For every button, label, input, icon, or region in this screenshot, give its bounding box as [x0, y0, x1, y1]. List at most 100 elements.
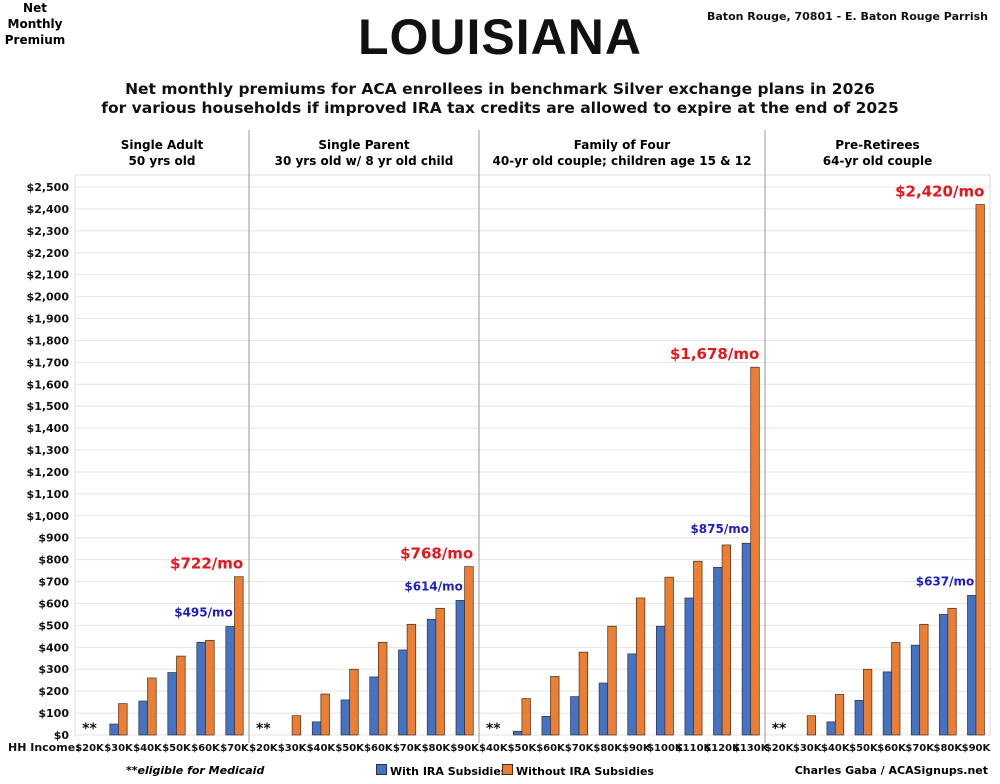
bar-with-subsidies: [854, 700, 864, 736]
x-tick-label: $120K: [704, 743, 741, 754]
panel-title: Single Parent: [318, 138, 410, 152]
y-label-line2: Premium: [4, 33, 66, 47]
y-tick-label: $1,200: [27, 466, 70, 479]
callout-without: $2,420/mo: [895, 183, 984, 201]
x-tick-label: $60K: [536, 743, 566, 754]
y-tick-label: $400: [38, 641, 69, 654]
y-tick-label: $1,600: [27, 378, 70, 391]
bar-with-subsidies: [426, 618, 437, 736]
x-tick-label: $30K: [278, 743, 308, 754]
bar-with-subsidies: [684, 597, 694, 736]
bar-with-subsidies: [225, 626, 235, 736]
y-tick-label: $700: [38, 576, 69, 589]
x-tick-label: $80K: [593, 743, 623, 754]
bar-without-subsidies: [349, 668, 359, 736]
bar-with-subsidies: [713, 566, 723, 736]
x-tick-label: $70K: [905, 743, 935, 754]
panel-header: Single Parent 30 yrs old w/ 8 yr old chil…: [249, 137, 479, 169]
bar-without-subsidies: [521, 698, 531, 736]
bar-with-subsidies: [340, 699, 350, 736]
bar-without-subsidies: [834, 694, 845, 736]
y-tick-label: $1,000: [27, 510, 70, 523]
legend-with: With IRA Subsidies: [376, 764, 507, 778]
bar-without-subsidies: [635, 597, 646, 736]
bar-without-subsidies: [291, 715, 302, 736]
legend-swatch-without: [502, 764, 513, 775]
y-tick-label: $900: [38, 532, 69, 545]
bar-with-subsidies: [741, 542, 752, 736]
callout-with: $495/mo: [174, 605, 233, 619]
x-tick-label: $70K: [565, 743, 595, 754]
callout-with: $875/mo: [690, 522, 749, 536]
x-tick-label: $70K: [393, 743, 423, 754]
x-tick-label: $90K: [962, 743, 992, 754]
legend-label-without: Without IRA Subsidies: [516, 765, 654, 778]
x-tick-label: $80K: [422, 743, 452, 754]
bar-with-subsidies: [939, 614, 949, 736]
panel-subtitle: 50 yrs old: [128, 154, 196, 168]
medicaid-marker: **: [256, 721, 271, 737]
bar-without-subsidies: [147, 677, 157, 736]
bar-without-subsidies: [118, 703, 128, 736]
y-tick-label: $1,300: [27, 444, 70, 457]
y-axis-label: Net Monthly Premium: [0, 0, 70, 48]
bar-with-subsidies: [967, 595, 977, 736]
x-tick-label: $100K: [647, 743, 684, 754]
panel-header: Family of Four 40-yr old couple; children…: [479, 137, 765, 169]
bar-with-subsidies: [655, 625, 666, 736]
callout-with: $614/mo: [404, 579, 463, 593]
bar-without-subsidies: [947, 607, 957, 736]
y-tick-label: $300: [38, 663, 69, 676]
bar-without-subsidies: [664, 576, 674, 736]
subtitle-line1: Net monthly premiums for ACA enrollees i…: [125, 80, 875, 98]
bar-with-subsidies: [369, 676, 379, 736]
x-tick-label: $40K: [821, 743, 851, 754]
bar-with-subsidies: [138, 700, 148, 736]
bar-with-subsidies: [627, 653, 637, 736]
bar-without-subsidies: [607, 625, 617, 736]
y-tick-label: $2,200: [27, 247, 70, 260]
bar-with-subsidies: [910, 644, 921, 736]
x-tick-label: $90K: [622, 743, 652, 754]
bar-with-subsidies: [598, 682, 609, 736]
legend-without: Without IRA Subsidies: [502, 764, 654, 778]
y-tick-label: $1,500: [27, 400, 70, 413]
bar-without-subsidies: [693, 560, 703, 736]
y-tick-label: $500: [38, 619, 69, 632]
panel-subtitle: 64-yr old couple: [822, 154, 933, 168]
bar-without-subsidies: [406, 623, 417, 736]
location-label: Baton Rouge, 70801 - E. Baton Rouge Parr…: [707, 10, 988, 23]
chart-title: LOUISIANA: [358, 9, 642, 65]
callout-without: $768/mo: [400, 545, 473, 563]
x-axis-label: HH Income:: [8, 741, 80, 754]
y-tick-label: $2,000: [27, 291, 70, 304]
y-tick-label: $1,900: [27, 313, 70, 326]
y-tick-label: $1,700: [27, 356, 70, 369]
medicaid-marker: **: [82, 721, 97, 737]
bar-with-subsidies: [398, 649, 408, 736]
y-tick-label: $2,500: [27, 181, 70, 194]
bar-without-subsidies: [919, 623, 929, 736]
bar-without-subsidies: [435, 607, 445, 736]
y-tick-label: $800: [38, 554, 69, 567]
bar-with-subsidies: [311, 721, 322, 736]
bar-with-subsidies: [196, 641, 206, 736]
bar-without-subsidies: [891, 642, 901, 736]
bar-without-subsidies: [863, 668, 873, 736]
x-tick-label: $110K: [676, 743, 713, 754]
panel-title: Family of Four: [573, 138, 671, 152]
bar-without-subsidies: [975, 204, 985, 736]
x-tick-label: $60K: [191, 743, 221, 754]
x-tick-label: $90K: [450, 743, 480, 754]
x-tick-label: $40K: [133, 743, 163, 754]
x-tick-label: $50K: [335, 743, 365, 754]
x-tick-label: $50K: [508, 743, 538, 754]
panel-title: Pre-Retirees: [835, 138, 920, 152]
bar-without-subsidies: [176, 655, 186, 736]
callout-without: $722/mo: [170, 555, 243, 573]
bar-with-subsidies: [570, 696, 580, 736]
x-tick-label: $20K: [249, 743, 279, 754]
callout-with: $637/mo: [916, 574, 975, 588]
